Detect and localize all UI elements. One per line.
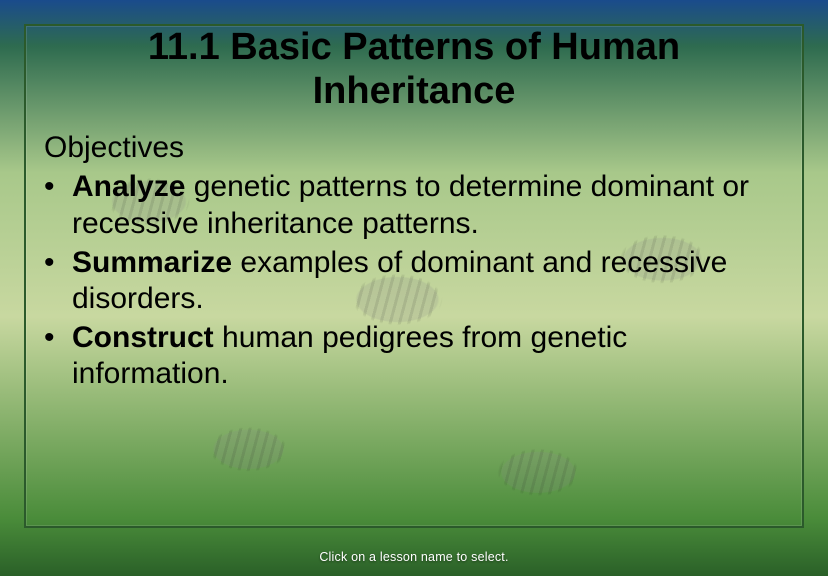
- footer-hint: Click on a lesson name to select.: [0, 550, 828, 564]
- slide-content: 11.1 Basic Patterns of Human Inheritance…: [44, 24, 784, 395]
- bullet-icon: •: [44, 320, 72, 357]
- bullet-icon: •: [44, 169, 72, 206]
- objective-keyword: Construct: [72, 321, 214, 354]
- objectives-list: •Analyze genetic patterns to determine d…: [44, 169, 784, 393]
- objective-keyword: Analyze: [72, 170, 185, 203]
- objective-item: •Construct human pedigrees from genetic …: [44, 320, 784, 393]
- slide-container: 11.1 Basic Patterns of Human Inheritance…: [0, 0, 828, 576]
- objective-item: •Summarize examples of dominant and rece…: [44, 245, 784, 318]
- slide-title: 11.1 Basic Patterns of Human Inheritance: [44, 26, 784, 113]
- objective-keyword: Summarize: [72, 246, 232, 279]
- bullet-icon: •: [44, 245, 72, 282]
- objective-item: •Analyze genetic patterns to determine d…: [44, 169, 784, 242]
- objectives-heading: Objectives: [44, 131, 784, 165]
